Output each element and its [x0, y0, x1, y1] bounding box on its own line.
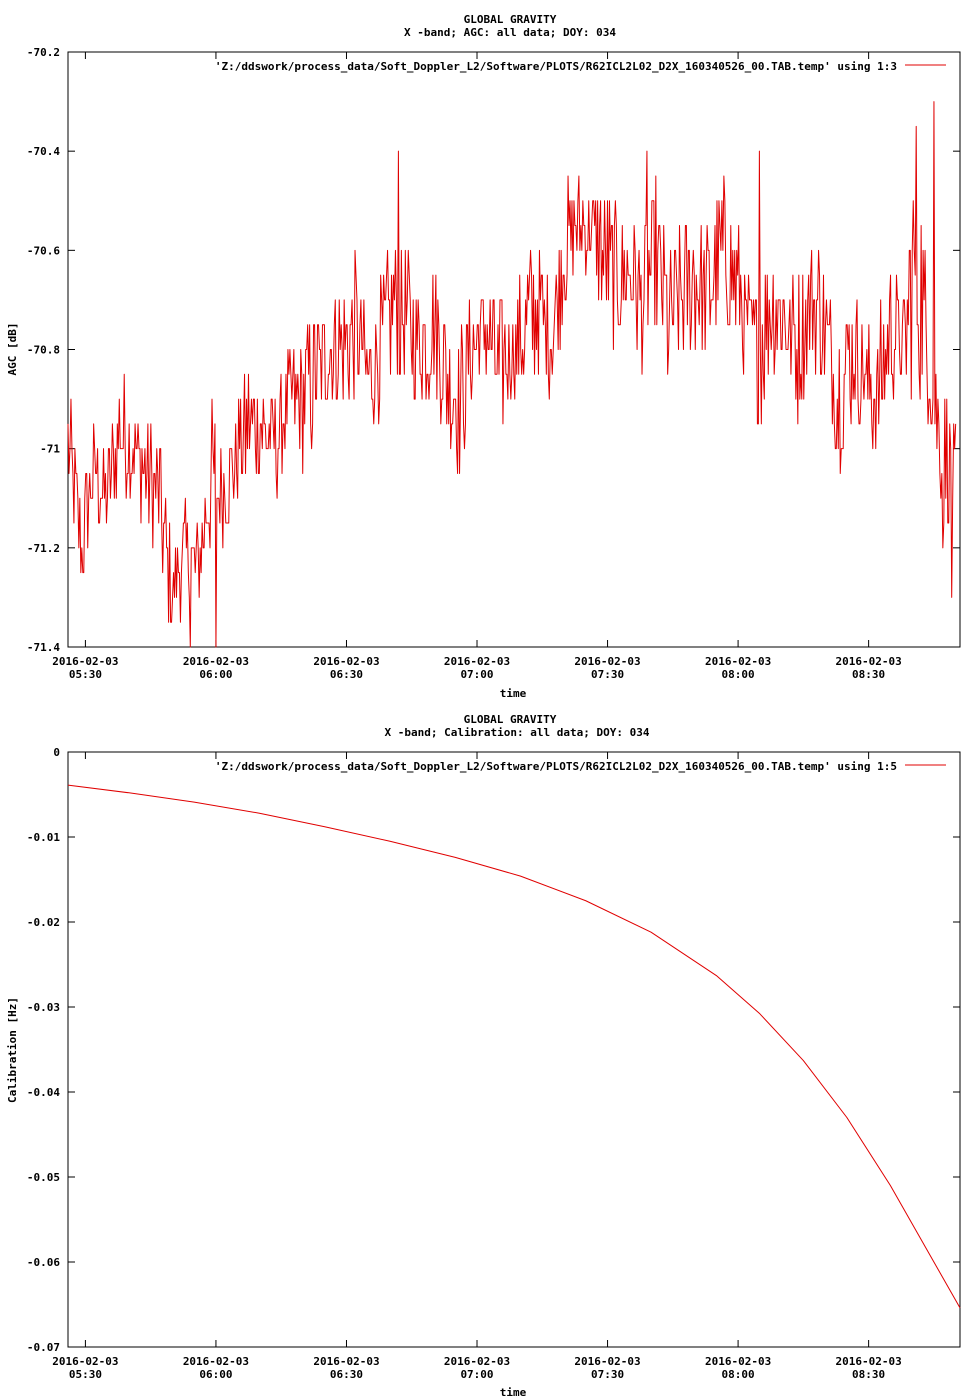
x-tick-label-time: 07:00: [460, 668, 493, 681]
x-tick-label-date: 2016-02-03: [705, 1355, 771, 1368]
plot-frame: [67, 751, 961, 1348]
legend-label: 'Z:/ddswork/process_data/Soft_Doppler_L2…: [215, 760, 897, 773]
y-tick-label: -0.03: [27, 1001, 60, 1014]
y-tick-label: -70.6: [27, 244, 60, 257]
calibration-chart: GLOBAL GRAVITY X -band; Calibration: all…: [6, 713, 961, 1399]
y-tick-label: -70.4: [27, 145, 60, 158]
x-tick-label-time: 05:30: [69, 1368, 102, 1381]
y-axis-label: Calibration [Hz]: [6, 997, 19, 1103]
agc-chart: GLOBAL GRAVITY X -band; AGC: all data; D…: [6, 13, 961, 700]
x-tick-label-date: 2016-02-03: [313, 655, 379, 668]
y-tick-label: -71.2: [27, 542, 60, 555]
x-tick-label-date: 2016-02-03: [52, 1355, 118, 1368]
x-tick-label-time: 08:30: [852, 1368, 885, 1381]
x-tick-label-date: 2016-02-03: [574, 1355, 640, 1368]
series-group: [67, 784, 961, 1309]
x-tick-label-time: 08:30: [852, 668, 885, 681]
x-tick-label-time: 06:30: [330, 668, 363, 681]
x-tick-label-time: 06:00: [199, 1368, 232, 1381]
series-line: [67, 101, 957, 648]
y-tick-label: -70.2: [27, 46, 60, 59]
y-axis-label: AGC [dB]: [6, 323, 19, 376]
x-tick-label-time: 07:00: [460, 1368, 493, 1381]
x-tick-label-date: 2016-02-03: [52, 655, 118, 668]
x-tick-label-time: 07:30: [591, 668, 624, 681]
chart-subtitle: X -band; AGC: all data; DOY: 034: [404, 26, 616, 39]
x-tick-label-time: 08:00: [722, 1368, 755, 1381]
x-tick-label-time: 08:00: [722, 668, 755, 681]
y-tick-label: 0: [53, 746, 60, 759]
x-tick-label-date: 2016-02-03: [836, 655, 902, 668]
x-tick-label-date: 2016-02-03: [836, 1355, 902, 1368]
x-tick-label-time: 05:30: [69, 668, 102, 681]
y-tick-label: -71.4: [27, 641, 60, 654]
x-tick-label-date: 2016-02-03: [313, 1355, 379, 1368]
x-tick-label-date: 2016-02-03: [444, 1355, 510, 1368]
y-tick-label: -0.04: [27, 1086, 60, 1099]
x-tick-label-date: 2016-02-03: [444, 655, 510, 668]
y-tick-label: -0.02: [27, 916, 60, 929]
series-line: [67, 784, 961, 1309]
legend-label: 'Z:/ddswork/process_data/Soft_Doppler_L2…: [215, 60, 897, 73]
y-tick-label: -0.07: [27, 1341, 60, 1354]
x-axis-label: time: [500, 1386, 527, 1399]
axis-ticks: 0-0.01-0.02-0.03-0.04-0.05-0.06-0.072016…: [27, 746, 960, 1381]
x-tick-label-date: 2016-02-03: [183, 1355, 249, 1368]
x-tick-label-time: 06:30: [330, 1368, 363, 1381]
chart-title: GLOBAL GRAVITY: [464, 713, 557, 726]
y-tick-label: -70.8: [27, 344, 60, 357]
y-tick-label: -0.06: [27, 1256, 60, 1269]
x-tick-label-time: 07:30: [591, 1368, 624, 1381]
x-tick-label-date: 2016-02-03: [705, 655, 771, 668]
y-tick-label: -0.01: [27, 831, 60, 844]
x-tick-label-date: 2016-02-03: [574, 655, 640, 668]
y-tick-label: -71: [40, 443, 60, 456]
chart-subtitle: X -band; Calibration: all data; DOY: 034: [385, 726, 650, 739]
x-axis-label: time: [500, 687, 527, 700]
x-tick-label-date: 2016-02-03: [183, 655, 249, 668]
x-tick-label-time: 06:00: [199, 668, 232, 681]
chart-title: GLOBAL GRAVITY: [464, 13, 557, 26]
axis-ticks: -70.2-70.4-70.6-70.8-71-71.2-71.42016-02…: [27, 46, 960, 681]
y-tick-label: -0.05: [27, 1171, 60, 1184]
series-group: [67, 101, 957, 648]
